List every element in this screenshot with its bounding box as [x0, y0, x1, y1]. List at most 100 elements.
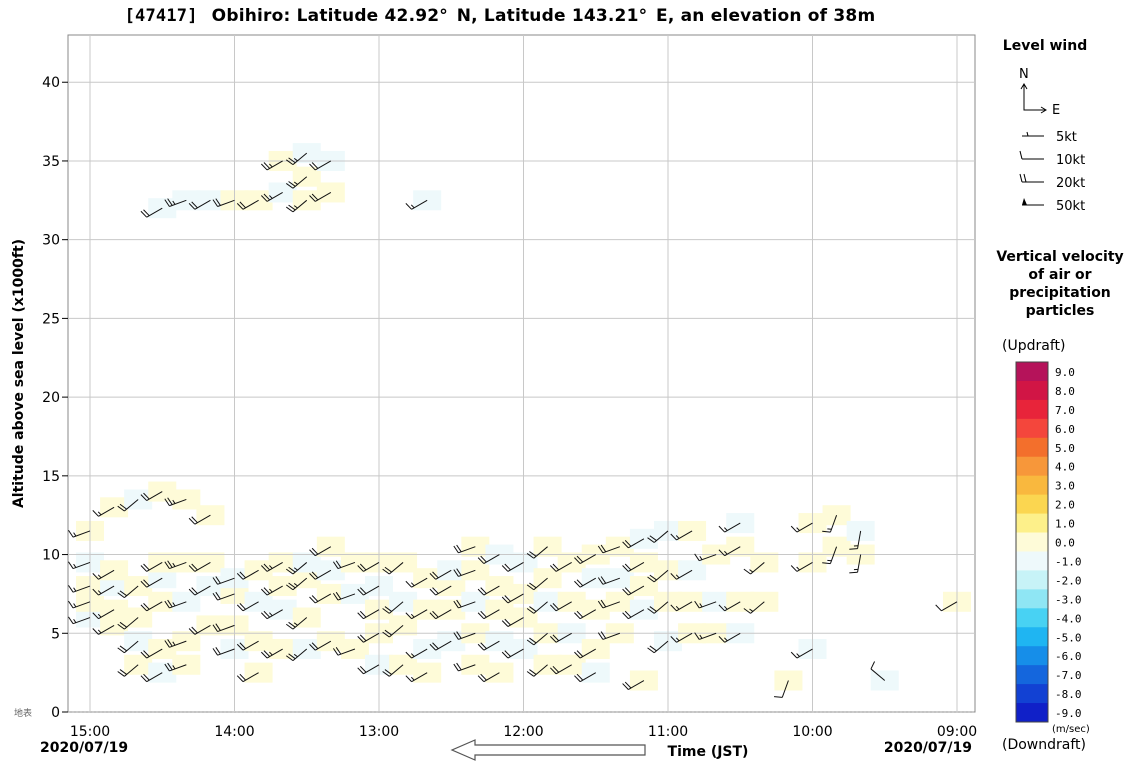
wind-barb: [405, 609, 428, 620]
y-tick-label: 5: [51, 626, 60, 642]
colorbar-level-label: -1.0: [1055, 555, 1082, 568]
wind-barb: [526, 664, 548, 677]
wind-barb: [92, 585, 115, 596]
wind-barb: [188, 585, 211, 596]
legend-barb-label: 10kt: [1056, 153, 1085, 168]
wind-barb: [188, 199, 211, 210]
y-tick-label: 0: [51, 705, 60, 721]
wind-barb: [309, 160, 332, 171]
wind-barb: [332, 560, 356, 570]
wind-barb: [140, 672, 163, 683]
colorbar-level-label: -7.0: [1055, 669, 1082, 682]
wind-barb: [477, 640, 500, 651]
legend-barb-label: 20kt: [1056, 176, 1085, 191]
wind-barb: [164, 497, 187, 507]
wind-barb: [382, 562, 404, 575]
wind-barbs: [68, 152, 958, 698]
wind-barb: [332, 591, 356, 601]
colorbar-swatch: [1016, 608, 1048, 628]
wind-barb: [822, 546, 838, 565]
compass-arrowheads: [1020, 83, 1047, 114]
wind-barb: [357, 609, 380, 620]
wind-barb: [188, 624, 211, 635]
wind-barb: [694, 632, 717, 640]
x-tick-label: 12:00: [503, 724, 543, 740]
wind-barb: [549, 664, 572, 675]
wind-barb: [849, 530, 862, 550]
colorbar-swatch: [1016, 399, 1048, 420]
wind-barb: [574, 648, 597, 659]
wind-barb: [92, 506, 115, 517]
wind-barb: [68, 616, 91, 625]
wind-barb: [647, 569, 669, 583]
legend-barb-feather: [1019, 150, 1023, 160]
colorbar-swatch: [1016, 589, 1048, 609]
wind-barb: [309, 640, 332, 651]
wind-barb: [718, 601, 741, 612]
wind-barb: [453, 568, 476, 577]
wind-barb: [285, 562, 308, 575]
colorbar-swatch: [1016, 437, 1048, 458]
wind-barb: [357, 561, 380, 572]
velocity-cell: [100, 599, 129, 620]
wind-barb: [140, 491, 163, 502]
wind-barb: [309, 546, 332, 557]
wind-barb: [260, 561, 283, 572]
wind-barb: [357, 632, 380, 643]
vv-title-line: precipitation: [1009, 285, 1111, 301]
colorbar-level-label: 7.0: [1055, 404, 1075, 417]
wind-barb: [117, 640, 139, 654]
wind-barb: [526, 632, 548, 646]
wind-barb: [622, 561, 645, 572]
wind-barb: [622, 585, 645, 596]
wind-barb: [501, 648, 524, 659]
wind-barb: [453, 599, 476, 609]
wind-barb: [285, 176, 308, 189]
wind-barb: [822, 515, 838, 533]
legend-barb-feather: [1019, 173, 1023, 183]
colorbar-swatch: [1016, 551, 1048, 571]
wind-barb: [357, 664, 380, 675]
colorbar-level-label: 9.0: [1055, 366, 1075, 379]
wind-barb: [405, 648, 428, 659]
wind-barb: [164, 560, 187, 570]
wind-barb: [164, 198, 187, 207]
wind-barb: [935, 601, 958, 612]
wind-barb: [140, 648, 163, 659]
colorbar-level-label: -6.0: [1055, 650, 1082, 663]
north-label: N: [1019, 67, 1029, 82]
wind-barb: [477, 672, 500, 683]
x-tick-label: 09:00: [937, 724, 977, 740]
wind-barb: [477, 554, 500, 564]
wind-barb: [260, 585, 283, 596]
wind-barb: [647, 601, 669, 614]
wind-barb: [670, 601, 693, 612]
wind-barb: [382, 601, 404, 614]
colorbar-level-label: -9.0: [1055, 707, 1082, 720]
wind-barb: [549, 632, 572, 643]
y-tick-label: 20: [42, 390, 60, 406]
wind-barb: [382, 625, 404, 638]
ground-label: 地表: [14, 707, 32, 719]
wind-barb: [597, 631, 621, 640]
wind-barb: [647, 640, 669, 654]
wind-barb: [236, 199, 259, 210]
wind-barb: [501, 593, 524, 604]
wind-barb: [164, 599, 187, 609]
wind-barb: [429, 609, 452, 620]
wind-barb: [549, 561, 572, 572]
wind-barb: [309, 569, 332, 580]
wind-barb: [622, 609, 645, 620]
vv-title-line: Vertical velocity: [996, 249, 1124, 265]
wind-barb: [140, 561, 163, 572]
wind-barb: [453, 631, 476, 640]
wind-barb: [260, 160, 283, 171]
wind-barb: [526, 601, 548, 614]
wind-barb: [140, 207, 163, 218]
wind-barb: [285, 199, 308, 213]
colorbar-frame: [1015, 361, 1049, 723]
vv-title-line: particles: [1025, 303, 1095, 319]
wind-barb: [849, 554, 862, 574]
wind-barb: [718, 546, 741, 557]
wind-barb: [574, 577, 597, 588]
